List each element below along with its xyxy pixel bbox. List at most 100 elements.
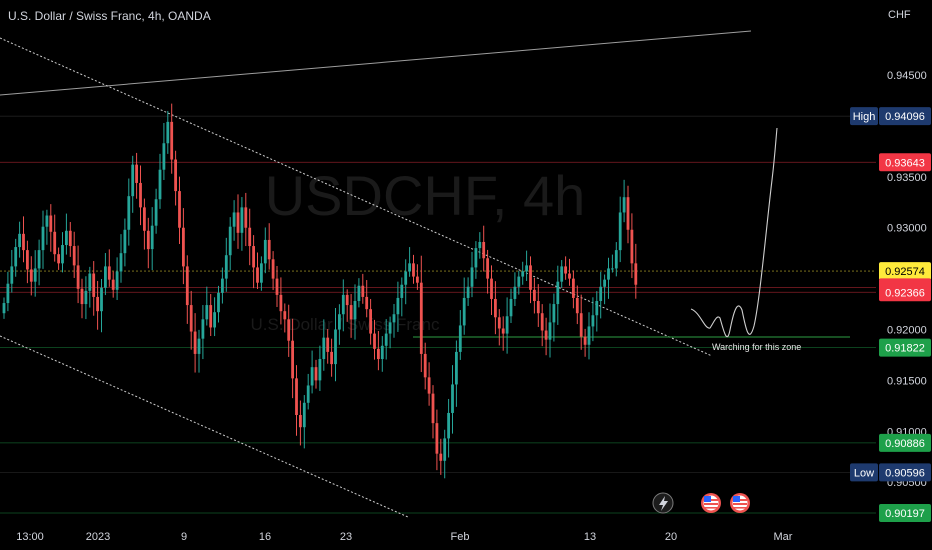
- candle: [408, 247, 411, 277]
- candle: [341, 279, 345, 332]
- candle: [224, 237, 228, 292]
- candle: [217, 285, 220, 323]
- price-tag-value: 0.91822: [885, 343, 925, 355]
- candle: [221, 267, 224, 304]
- y-tick-label: 0.92000: [887, 325, 927, 337]
- candle: [603, 274, 606, 305]
- candle: [205, 286, 209, 326]
- candle: [150, 207, 154, 271]
- candle: [236, 194, 240, 249]
- candle: [384, 319, 388, 360]
- candle: [287, 304, 291, 357]
- candle: [166, 110, 170, 154]
- candle: [521, 261, 525, 285]
- candle: [275, 265, 279, 308]
- candle: [37, 239, 41, 286]
- candle: [197, 329, 201, 373]
- candle: [2, 297, 6, 319]
- price-tag-value: 0.90197: [885, 508, 925, 520]
- candle: [626, 185, 630, 244]
- candle: [263, 227, 267, 274]
- candle: [455, 340, 458, 407]
- candle: [575, 285, 579, 325]
- candle: [178, 176, 181, 245]
- candle: [548, 303, 552, 358]
- candle: [423, 342, 427, 390]
- candle: [107, 249, 111, 287]
- candle: [326, 328, 330, 364]
- candle: [400, 277, 404, 317]
- candle: [72, 231, 76, 278]
- candle: [76, 245, 80, 304]
- candle: [478, 232, 482, 259]
- candle: [560, 260, 564, 289]
- lightning-icon[interactable]: [652, 492, 674, 514]
- candle: [349, 293, 353, 338]
- candle: [213, 297, 216, 337]
- candle: [96, 280, 99, 330]
- upper-trendline[interactable]: [0, 30, 752, 96]
- candle: [490, 265, 493, 316]
- candlesticks: [2, 103, 638, 479]
- candle: [466, 277, 470, 306]
- candle: [135, 152, 138, 199]
- candle: [404, 259, 408, 305]
- candle: [240, 197, 244, 251]
- x-tick-label: 13: [584, 531, 596, 543]
- candle: [388, 316, 392, 349]
- candle: [435, 409, 439, 471]
- candle: [579, 294, 583, 350]
- price-tag-value: 0.92366: [885, 287, 925, 299]
- candle: [267, 223, 271, 270]
- price-tag-label: Low: [854, 467, 874, 479]
- candle: [61, 232, 64, 273]
- us-flag-icon[interactable]: [730, 493, 750, 513]
- candle: [458, 310, 462, 360]
- candle: [536, 284, 540, 327]
- x-axis[interactable]: 13:00 2023 9 16 23 Feb 13 20 Mar: [16, 531, 793, 543]
- candle: [100, 278, 103, 333]
- candle: [568, 258, 571, 286]
- x-tick-label: 13:00: [16, 531, 44, 543]
- candle: [494, 281, 497, 335]
- candle: [380, 336, 384, 372]
- y-tick-label: 0.93500: [887, 172, 927, 184]
- candle: [572, 270, 575, 309]
- candle: [41, 210, 45, 269]
- price-tag: 0.93643: [879, 153, 931, 172]
- candle: [271, 251, 275, 291]
- candle: [146, 217, 150, 269]
- candle: [482, 225, 486, 272]
- candle: [622, 179, 626, 223]
- candle: [139, 165, 142, 226]
- price-tag-value: 0.90596: [885, 467, 925, 479]
- candle: [115, 257, 119, 300]
- candle: [517, 270, 521, 295]
- price-tag-value: 0.93643: [885, 157, 925, 169]
- candle: [607, 257, 610, 299]
- candle: [373, 319, 376, 360]
- candle: [583, 328, 587, 357]
- candle: [412, 254, 415, 284]
- candle: [209, 293, 213, 337]
- candle: [49, 204, 53, 252]
- us-flag-icon[interactable]: [701, 493, 721, 513]
- candle: [131, 155, 135, 213]
- watermark-name: U.S. Dollar / Swiss Franc: [251, 315, 440, 334]
- candle: [33, 250, 37, 297]
- candle: [295, 365, 298, 436]
- candle: [353, 284, 357, 340]
- candle: [474, 241, 478, 279]
- candle: [6, 271, 10, 312]
- x-tick-label: Feb: [451, 531, 470, 543]
- candle: [29, 256, 33, 296]
- x-tick-label: 23: [340, 531, 352, 543]
- candle: [630, 213, 634, 279]
- candle: [439, 438, 443, 475]
- candle: [369, 298, 372, 345]
- price-tag-value: 0.92574: [885, 266, 925, 278]
- candle: [104, 253, 107, 296]
- candle: [22, 216, 25, 263]
- price-tag-value: 0.94096: [885, 111, 925, 123]
